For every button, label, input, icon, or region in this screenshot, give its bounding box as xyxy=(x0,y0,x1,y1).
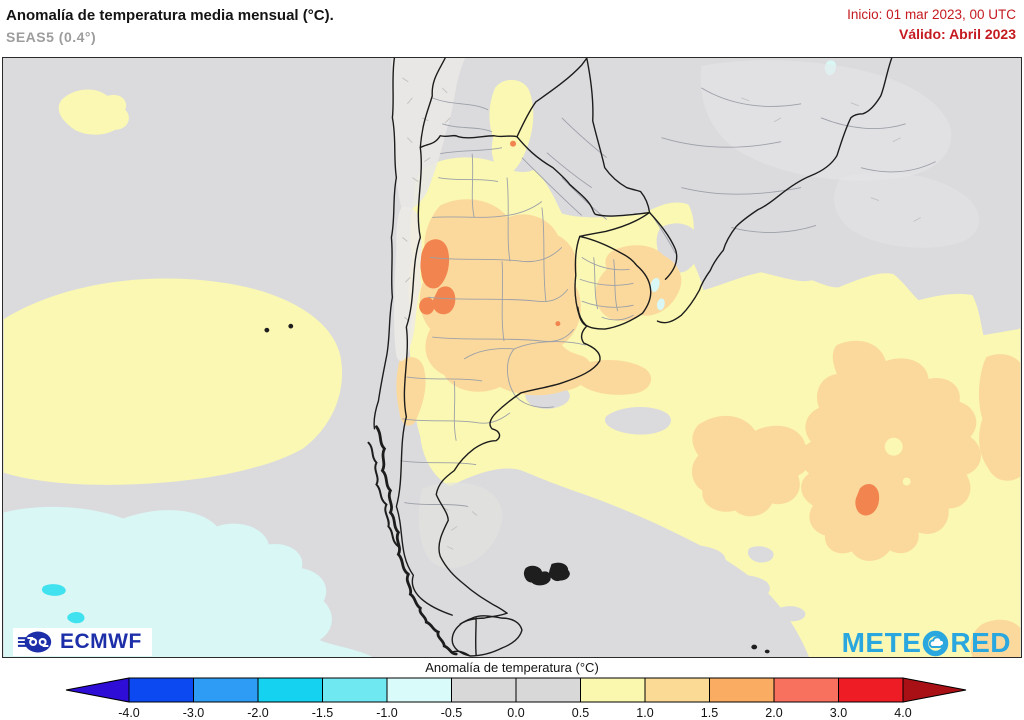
chile-argentina-border xyxy=(395,58,453,616)
islands xyxy=(264,323,770,654)
ecmwf-logo-text: ECMWF xyxy=(60,630,142,653)
argentina-atlantic-coastline xyxy=(435,325,601,614)
ecmwf-emblem-icon xyxy=(17,631,52,653)
svg-text:-3.0: -3.0 xyxy=(183,706,205,720)
svg-text:-1.5: -1.5 xyxy=(312,706,334,720)
svg-text:1.0: 1.0 xyxy=(636,706,653,720)
bolivia-argentina-border xyxy=(419,134,518,149)
meteored-cloud-o-icon xyxy=(923,630,949,656)
anomaly-positive-15-20 xyxy=(419,140,880,516)
svg-text:3.0: 3.0 xyxy=(830,706,847,720)
colorbar-title: Anomalía de temperatura (°C) xyxy=(425,660,599,675)
svg-text:4.0: 4.0 xyxy=(894,706,911,720)
ecmwf-logo: ECMWF xyxy=(13,628,152,656)
anomaly-yellow-holes xyxy=(884,437,911,486)
legend-area: Anomalía de temperatura (°C) -4.0 -3.0 -2.… xyxy=(0,659,1024,720)
falkland-islands xyxy=(523,562,570,586)
svg-text:-2.0: -2.0 xyxy=(247,706,269,720)
brazil-coastline xyxy=(656,58,893,324)
meteored-logo: METE RED xyxy=(842,629,1011,657)
pacific-coastline xyxy=(373,58,398,430)
chilean-fjords xyxy=(375,425,458,656)
anomaly-negative-10-15 xyxy=(41,584,85,624)
page-title: Anomalía de temperatura media mensual (°… xyxy=(6,7,334,24)
anomaly-near-zero-patches xyxy=(525,223,806,653)
province-borders xyxy=(400,87,936,507)
init-time-label: Inicio: 01 mar 2023, 00 UTC xyxy=(847,7,1016,22)
svg-text:-0.5: -0.5 xyxy=(441,706,463,720)
svg-text:2.0: 2.0 xyxy=(765,706,782,720)
anomaly-regions xyxy=(3,60,1021,657)
svg-text:0.0: 0.0 xyxy=(507,706,524,720)
chilean-fjords-inner xyxy=(367,441,400,548)
colorbar: -4.0 -3.0 -2.0 -1.5 -1.0 -0.5 0.0 0.5 1.0 1.5 2.0 3… xyxy=(0,676,1024,720)
run-info: Inicio: 01 mar 2023, 00 UTC Válido: Abri… xyxy=(847,7,1016,42)
svg-text:0.5: 0.5 xyxy=(572,706,589,720)
svg-text:1.5: 1.5 xyxy=(701,706,718,720)
country-borders xyxy=(367,58,893,657)
anomaly-map-svg xyxy=(3,58,1021,657)
map-canvas: ECMWF METE RED xyxy=(2,57,1022,658)
svg-text:-1.0: -1.0 xyxy=(376,706,398,720)
svg-text:-4.0: -4.0 xyxy=(118,706,140,720)
model-subtitle: SEAS5 (0.4°) xyxy=(6,29,97,45)
tierra-del-fuego xyxy=(451,612,523,657)
small-islands xyxy=(264,323,770,654)
meteored-text-prefix: METE xyxy=(841,627,922,658)
paraguay-borders xyxy=(516,58,651,217)
valid-time-label: Válido: Abril 2023 xyxy=(899,26,1016,42)
meteored-text-suffix: RED xyxy=(950,627,1011,658)
